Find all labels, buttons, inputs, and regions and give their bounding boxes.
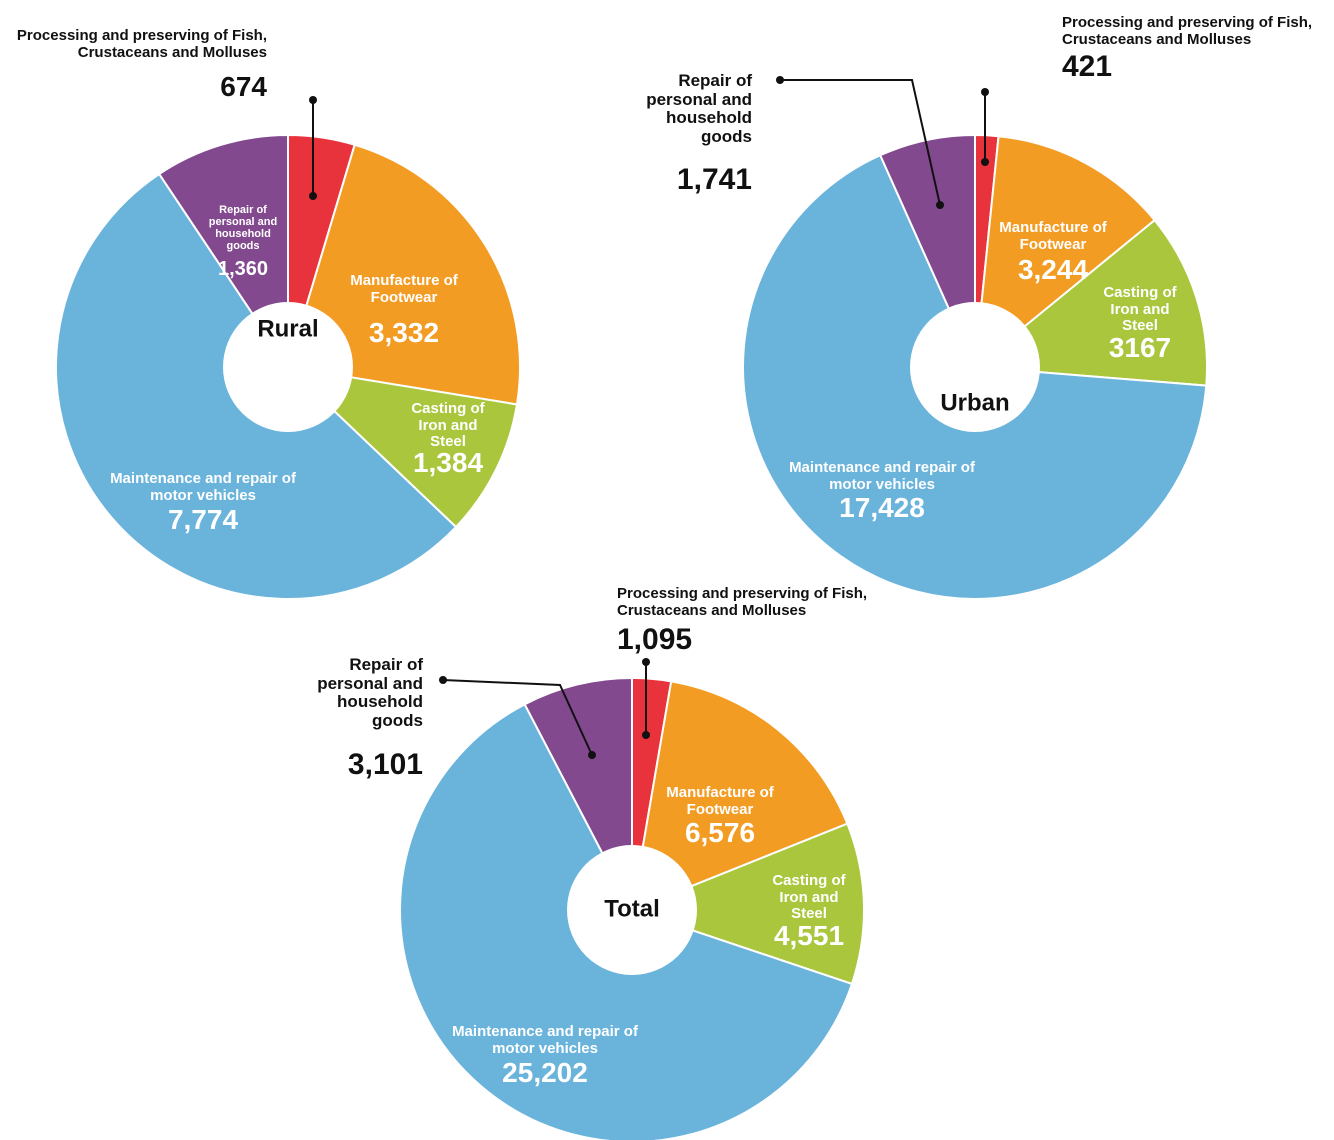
pie-slice xyxy=(973,135,1157,370)
center-hole xyxy=(567,845,697,975)
center-hole xyxy=(910,302,1040,432)
leader-dot xyxy=(981,158,989,166)
leader-dot xyxy=(936,201,944,209)
center-hole xyxy=(223,302,353,432)
value-label: 421 xyxy=(1062,50,1113,83)
leader-line xyxy=(442,679,593,756)
chart-title: Rural xyxy=(257,315,318,342)
value-label: 7,774 xyxy=(167,504,239,535)
category-label: Maintenance and repair of motor vehicles xyxy=(110,470,296,504)
leader-dot xyxy=(642,658,650,666)
category-label: Repair of personal and household goods xyxy=(317,655,423,731)
category-label: Processing and preserving of Fish, Crust… xyxy=(16,27,267,61)
leader-dot xyxy=(642,731,650,739)
leader-dot xyxy=(776,76,784,84)
category-label: Manufacture of Footwear xyxy=(999,219,1107,253)
category-label: Casting of Iron and Steel xyxy=(411,400,485,450)
leader-dot xyxy=(439,676,447,684)
leader-dot xyxy=(309,96,317,104)
category-label: Repair of personal and household goods xyxy=(208,204,278,253)
value-label: 1,360 xyxy=(217,258,269,280)
value-label: 4,551 xyxy=(773,920,845,951)
leader-line xyxy=(780,79,941,206)
category-label: Repair of personal and household goods xyxy=(646,71,752,147)
category-label: Casting of Iron and Steel xyxy=(772,872,846,922)
category-label: Casting of Iron and Steel xyxy=(1103,284,1177,334)
value-label: 1,384 xyxy=(412,447,484,478)
leader-dot xyxy=(981,88,989,96)
pie-slice xyxy=(629,822,865,986)
pie-slice xyxy=(284,365,519,529)
value-label: 674 xyxy=(220,71,267,102)
leader-dot xyxy=(309,192,317,200)
value-label: 1,741 xyxy=(676,163,752,196)
category-label: Manufacture of Footwear xyxy=(666,784,774,818)
pie-slice xyxy=(630,680,849,912)
pie-slice xyxy=(157,133,289,371)
value-label: 3167 xyxy=(1108,332,1172,363)
chart-title: Urban xyxy=(940,389,1009,416)
chart-title: Total xyxy=(604,895,660,922)
value-label: 6,576 xyxy=(684,817,756,848)
category-label: Processing and preserving of Fish, Crust… xyxy=(1062,14,1313,48)
category-label: Maintenance and repair of motor vehicles xyxy=(789,459,975,493)
value-label: 3,244 xyxy=(1017,254,1089,285)
category-label: Maintenance and repair of motor vehicles xyxy=(452,1023,638,1057)
value-label: 1,095 xyxy=(617,623,693,656)
value-label: 25,202 xyxy=(502,1057,588,1088)
value-label: 17,428 xyxy=(839,492,925,523)
category-label: Processing and preserving of Fish, Crust… xyxy=(617,585,868,619)
value-label: 3,332 xyxy=(368,317,440,348)
leader-dot xyxy=(588,751,596,759)
value-label: 3,101 xyxy=(347,748,423,781)
category-label: Manufacture of Footwear xyxy=(350,272,458,306)
